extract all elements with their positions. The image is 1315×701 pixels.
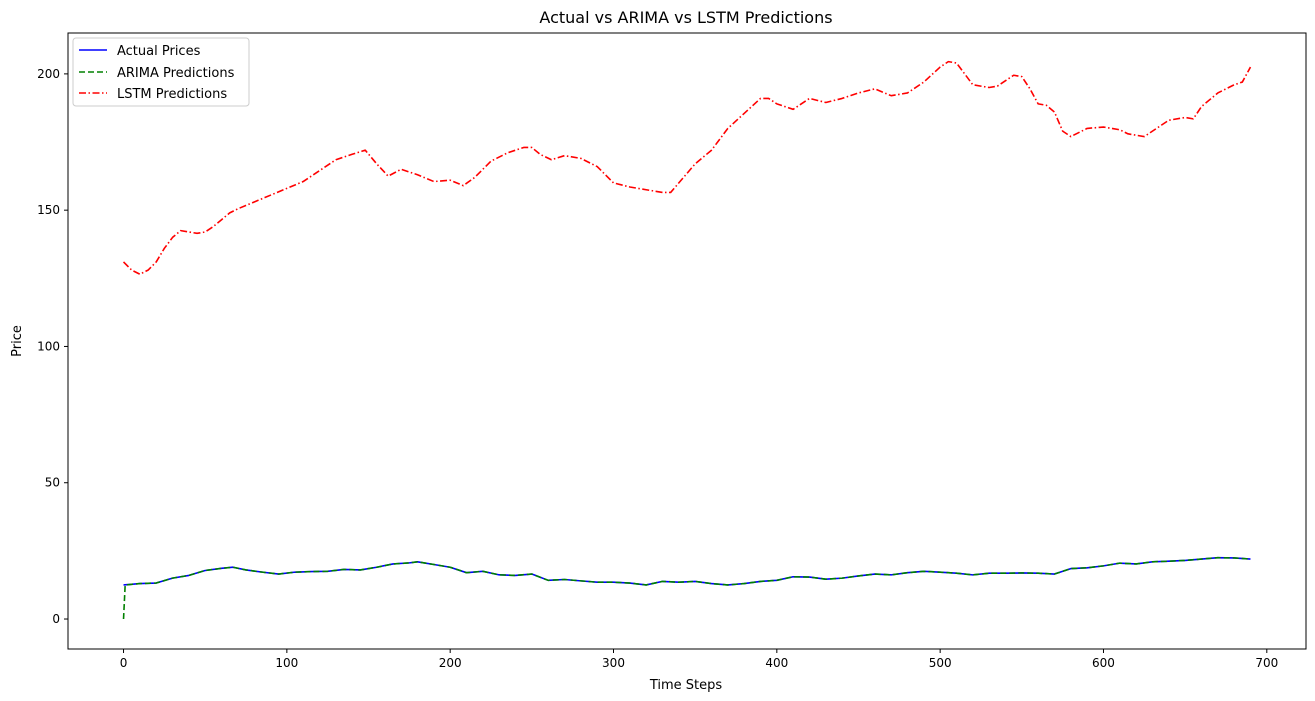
- series-line-arima-predictions: [122, 556, 1251, 620]
- y-tick-label: 100: [37, 339, 60, 353]
- x-tick-label: 100: [275, 656, 298, 670]
- series-line-lstm-predictions: [122, 60, 1252, 276]
- x-axis-label: Time Steps: [649, 678, 723, 693]
- x-tick-label: 300: [602, 656, 625, 670]
- series-layer: [122, 60, 1252, 620]
- x-tick-label: 600: [1092, 656, 1115, 670]
- legend-label-arima: ARIMA Predictions: [117, 66, 235, 81]
- y-tick-label: 0: [52, 612, 60, 626]
- y-axis-label: Price: [10, 325, 25, 357]
- legend-label-lstm: LSTM Predictions: [117, 87, 227, 102]
- x-tick-label: 700: [1255, 656, 1278, 670]
- legend-box: [72, 37, 250, 107]
- y-tick-label: 150: [37, 203, 60, 217]
- x-tick-label: 0: [120, 656, 128, 670]
- y-tick-label: 200: [37, 67, 60, 81]
- x-tick-label: 200: [439, 656, 462, 670]
- y-axis: 0 50 100 150 200: [37, 67, 68, 626]
- x-tick-label: 500: [929, 656, 952, 670]
- x-tick-label: 400: [765, 656, 788, 670]
- plot-frame: [67, 32, 1307, 650]
- x-axis: 0 100 200 300 400 500 600 700: [120, 649, 1278, 670]
- chart-title: Actual vs ARIMA vs LSTM Predictions: [539, 8, 832, 27]
- y-tick-label: 50: [45, 476, 60, 490]
- legend-label-actual: Actual Prices: [117, 44, 201, 59]
- legend: Actual Prices ARIMA Predictions LSTM Pre…: [72, 37, 250, 107]
